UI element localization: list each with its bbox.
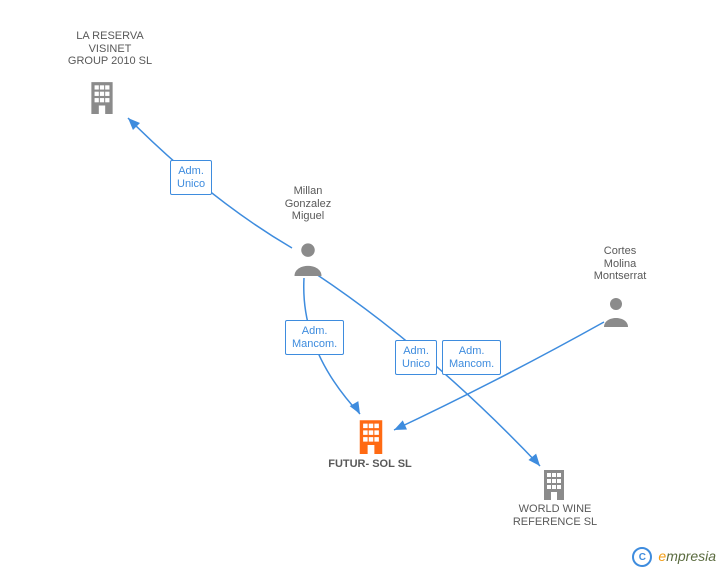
person-icon [600, 295, 632, 332]
node-label-futur_sol: FUTUR- SOL SL [310, 458, 430, 471]
copyright-icon: C [632, 547, 652, 567]
edge-label-millan_to_lareserva: Adm.Unico [170, 160, 212, 195]
node-label-cortes: CortesMolinaMontserrat [575, 245, 665, 283]
edge-label-millan_to_worldwine: Adm.Unico [395, 340, 437, 375]
node-label-millan: MillanGonzalezMiguel [268, 185, 348, 223]
brand: empresia [658, 548, 716, 566]
edge-label-cortes_to_futursol: Adm.Mancom. [442, 340, 501, 375]
node-label-world_wine: WORLD WINEREFERENCE SL [500, 503, 610, 528]
edge-label-millan_to_futursol: Adm.Mancom. [285, 320, 344, 355]
building-icon [538, 468, 570, 505]
edge-cortes_to_futursol [394, 322, 604, 430]
building-icon [85, 80, 119, 119]
brand-rest: mpresia [666, 548, 716, 564]
node-label-la_reserva: LA RESERVAVISINETGROUP 2010 SL [60, 30, 160, 68]
footer: C empresia [632, 547, 716, 567]
building-icon [353, 418, 389, 459]
person-icon [290, 240, 326, 281]
